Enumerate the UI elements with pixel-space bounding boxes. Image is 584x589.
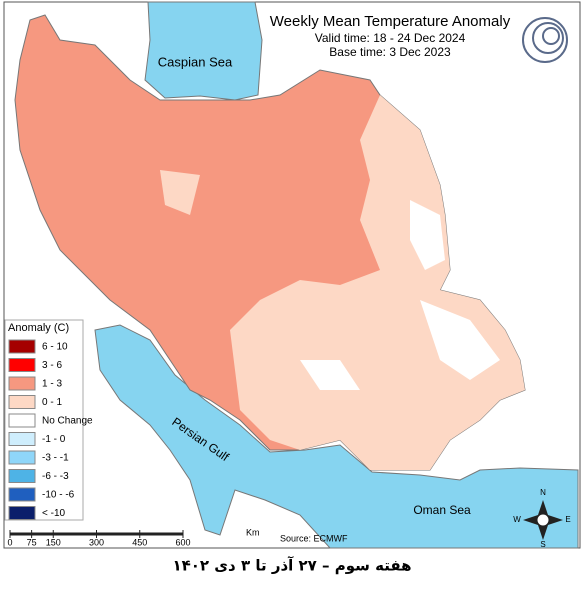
light-anomaly-zone <box>230 95 525 470</box>
legend-swatch <box>8 358 36 372</box>
legend-label: 0 - 1 <box>42 397 62 408</box>
legend-label: < -10 <box>42 508 66 519</box>
title: Weekly Mean Temperature Anomaly <box>270 13 511 30</box>
compass-label: E <box>565 515 570 524</box>
legend-swatch <box>8 469 36 483</box>
legend-label: 1 - 3 <box>42 379 62 390</box>
scale-unit: Km <box>246 527 260 537</box>
legend-swatch <box>8 376 36 391</box>
legend-title: Anomaly (C) <box>8 322 69 334</box>
legend-swatch <box>8 506 36 520</box>
light-anomaly-zone <box>160 170 200 215</box>
base-time: Base time: 3 Dec 2023 <box>329 45 451 59</box>
legend-swatch <box>8 432 36 446</box>
legend-label: No Change <box>42 416 93 427</box>
sea-label: Caspian Sea <box>158 54 233 69</box>
scale-label: 600 <box>175 537 190 547</box>
legend-swatch <box>8 395 36 409</box>
no-change-zone <box>300 200 500 390</box>
legend-swatch <box>8 487 36 502</box>
legend-label: -6 - -3 <box>42 471 69 482</box>
caption: هفته سوم – ۲۷ آذر تا ۳ دی ۱۴۰۲ <box>172 557 411 575</box>
legend-label: 3 - 6 <box>42 360 62 371</box>
legend-swatch <box>8 450 36 465</box>
legend-swatch <box>8 413 36 428</box>
valid-time: Valid time: 18 - 24 Dec 2024 <box>315 31 466 45</box>
caspian-sea <box>144 1 263 101</box>
compass-label: S <box>540 540 545 549</box>
legend-label: -3 - -1 <box>42 453 69 464</box>
scale-label: 150 <box>46 537 61 547</box>
compass-label: N <box>540 488 546 497</box>
compass-label: W <box>513 515 521 524</box>
legend-label: -1 - 0 <box>42 434 66 445</box>
scale-label: 0 <box>7 537 12 547</box>
logo <box>522 17 568 63</box>
legend-label: 6 - 10 <box>42 342 68 353</box>
scale-label: 450 <box>132 537 147 547</box>
legend-swatch <box>8 339 36 354</box>
scale-label: 75 <box>27 537 37 547</box>
gulf-sea <box>94 324 579 549</box>
compass-rose <box>523 500 563 540</box>
scale-label: 300 <box>89 537 104 547</box>
sea-label: Oman Sea <box>413 503 471 517</box>
source: Source: ECMWF <box>280 533 348 543</box>
legend-label: -10 - -6 <box>42 490 75 501</box>
